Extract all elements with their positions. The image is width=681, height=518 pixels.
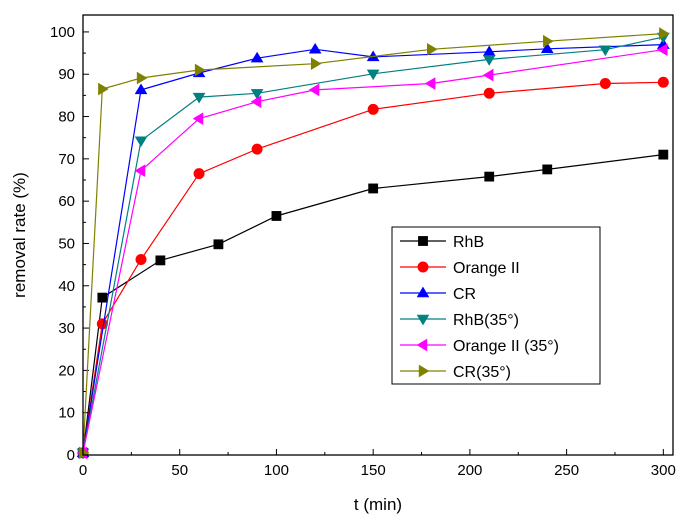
data-point (193, 168, 205, 180)
x-tick-label: 150 (361, 462, 386, 479)
data-point (136, 71, 148, 85)
data-point (135, 254, 147, 266)
series-5 (78, 27, 670, 460)
data-point (308, 83, 320, 97)
data-point (213, 239, 224, 250)
data-point (367, 103, 379, 115)
data-point (542, 164, 553, 175)
x-tick-label: 50 (171, 462, 188, 479)
legend-item: RhB(35°) (400, 312, 519, 329)
data-point (368, 183, 379, 194)
series-line (82, 33, 664, 453)
x-tick-label: 250 (554, 462, 579, 479)
data-point (424, 77, 436, 90)
data-point (98, 82, 109, 96)
data-point (484, 171, 495, 182)
legend-marker (418, 364, 430, 378)
x-tick-label: 0 (79, 462, 87, 479)
data-point (134, 136, 148, 148)
series-0 (78, 149, 669, 458)
series-line (82, 36, 664, 454)
data-point (192, 92, 206, 104)
legend-label: Orange II (35°) (453, 338, 559, 355)
data-point (271, 211, 282, 221)
x-axis-title: t (min) (354, 495, 402, 514)
data-point (310, 57, 322, 70)
y-tick-label: 50 (58, 235, 75, 252)
data-point (155, 255, 166, 266)
plot-frame (82, 14, 674, 456)
data-point (656, 43, 668, 57)
series-line (82, 49, 664, 454)
legend-item: CR (400, 286, 476, 303)
data-point (659, 27, 670, 40)
data-point (192, 112, 204, 125)
x-tick-label: 300 (651, 462, 676, 479)
y-tick-label: 20 (58, 362, 75, 379)
data-point (366, 69, 380, 81)
y-axis-title: removal rate (%) (10, 172, 29, 298)
legend-label: CR (453, 286, 476, 303)
legend-item: Orange II (400, 260, 520, 277)
legend-marker (416, 338, 428, 352)
y-tick-label: 10 (58, 405, 75, 422)
data-point (250, 89, 264, 100)
y-tick-label: 60 (58, 193, 75, 210)
data-point (598, 45, 612, 57)
axes: 0 50 100 150 200 250 300 0 10 20 30 40 50 60 70 80 90 100 (50, 24, 676, 479)
data-point (658, 149, 669, 160)
legend-box (391, 226, 601, 385)
data-point (426, 42, 438, 56)
data-point (540, 42, 554, 54)
y-tick-label: 0 (67, 447, 75, 464)
legend-marker (416, 314, 430, 326)
legend-label: CR(35°) (453, 364, 511, 381)
legend-item: RhB (400, 234, 484, 251)
data-point (97, 292, 108, 303)
data-point (657, 76, 669, 88)
data-point (543, 34, 554, 48)
legend-label: RhB(35°) (453, 312, 519, 329)
data-point (482, 45, 496, 57)
series-layer (76, 27, 670, 460)
data-point (134, 83, 148, 95)
data-point (308, 42, 322, 54)
data-point (483, 87, 495, 99)
data-point (250, 51, 264, 63)
x-tick-label: 100 (264, 462, 289, 479)
data-point (134, 164, 146, 178)
data-point (251, 143, 263, 155)
legend: RhB Orange II CR RhB(35°) Orange II (35°) CR(… (391, 226, 601, 385)
y-tick-label: 30 (58, 320, 75, 337)
data-point (482, 68, 494, 82)
legend-item: Orange II (35°) (400, 338, 559, 355)
y-tick-label: 100 (50, 24, 75, 41)
data-point (599, 78, 611, 90)
data-point (250, 95, 262, 109)
data-point (78, 446, 90, 460)
legend-label: RhB (453, 234, 484, 251)
y-tick-label: 80 (58, 109, 75, 126)
legend-marker (417, 261, 429, 273)
y-tick-label: 70 (58, 151, 75, 168)
y-tick-label: 40 (58, 278, 75, 295)
legend-marker (416, 286, 430, 298)
data-point (194, 63, 206, 77)
data-point (482, 55, 496, 66)
legend-marker (418, 236, 428, 246)
y-tick-label: 90 (58, 66, 75, 83)
legend-label: Orange II (453, 260, 520, 277)
legend-item: CR(35°) (400, 364, 511, 381)
x-tick-label: 200 (457, 462, 482, 479)
